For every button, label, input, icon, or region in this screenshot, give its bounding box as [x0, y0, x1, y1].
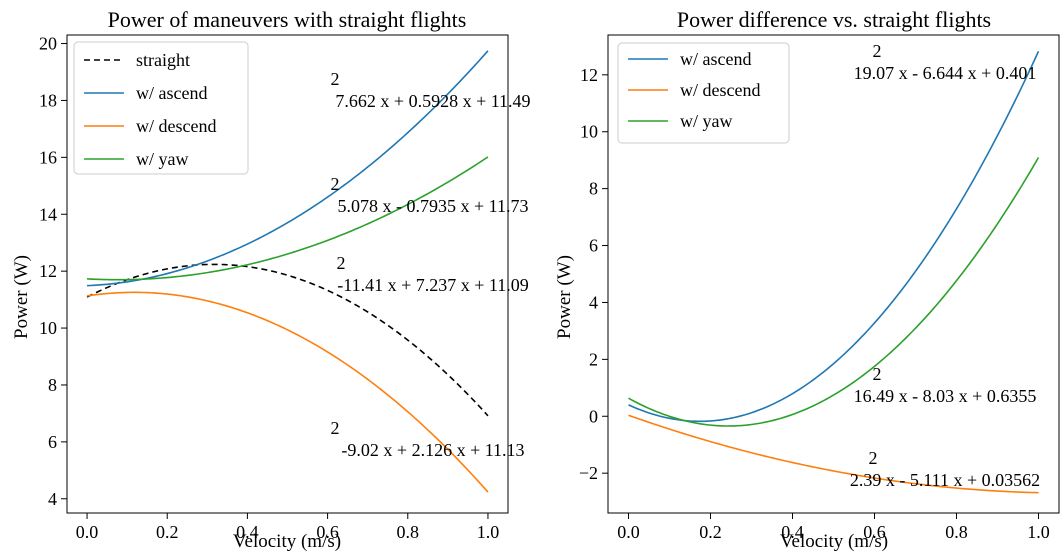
y-tick-label: 20: [39, 34, 57, 54]
annotation-exponent: 2: [869, 448, 878, 468]
x-tick-label: 0.4: [781, 522, 804, 542]
y-tick-label: −2: [579, 463, 598, 483]
x-tick-label: 0.8: [397, 522, 420, 542]
legend-frame: [617, 42, 790, 144]
y-tick-label: 18: [39, 90, 57, 110]
x-tick-label: 1.0: [1027, 522, 1050, 542]
annotation-exponent: 2: [873, 364, 882, 384]
series-line-w-descend: [628, 414, 1039, 494]
legend-label: w/ yaw: [136, 149, 189, 169]
annotation-exponent: 2: [337, 253, 346, 273]
y-tick-label: 4: [48, 489, 57, 509]
chart-title: Power of maneuvers with straight flights: [108, 7, 467, 32]
plot-area: [628, 50, 1040, 494]
y-tick-label: 12: [580, 65, 598, 85]
legend-label: w/ ascend: [680, 49, 751, 69]
legend-label: w/ descend: [136, 116, 216, 136]
plot-frame: [607, 34, 1060, 514]
y-tick-label: 2: [589, 349, 598, 369]
plot-frame: [66, 34, 509, 514]
x-tick-label: 0.0: [76, 522, 99, 542]
y-tick-label: 12: [39, 261, 57, 281]
series-line-w-ascend: [628, 50, 1040, 423]
annotation-exponent: 2: [331, 69, 340, 89]
legend-label: straight: [136, 50, 190, 70]
chart-right: Power difference vs. straight flights Ve…: [554, 7, 1060, 551]
y-tick-label: 10: [39, 318, 57, 338]
legend-frame: [73, 41, 249, 175]
annotation-equation: 19.07 x - 6.644 x + 0.401: [854, 63, 1037, 83]
annotation-exponent: 2: [331, 418, 340, 438]
series-line-w-yaw: [628, 157, 1040, 427]
x-tick-label: 0.8: [945, 522, 968, 542]
x-tick-label: 0.4: [236, 522, 259, 542]
x-tick-label: 0.2: [699, 522, 722, 542]
x-tick-label: 0.0: [617, 522, 640, 542]
y-tick-label: 10: [580, 122, 598, 142]
series-line-w-ascend: [87, 50, 489, 287]
annotation-equation: 2.39 x - 5.111 x + 0.03562: [850, 470, 1040, 490]
y-tick-label: 14: [39, 204, 57, 224]
annotation-exponent: 2: [331, 174, 340, 194]
y-tick-label: 8: [48, 375, 57, 395]
legend: straight w/ ascend w/ descend w/ yaw: [73, 41, 249, 175]
legend-label: w/ yaw: [680, 111, 733, 131]
x-tick-label: 0.6: [863, 522, 886, 542]
chart-title: Power difference vs. straight flights: [677, 7, 991, 32]
y-tick-label: 8: [589, 179, 598, 199]
annotation-equation: 5.078 x - 0.7935 x + 11.73: [338, 196, 529, 216]
plot-area: [86, 50, 489, 493]
y-axis-label: Power (W): [11, 255, 32, 339]
legend-label: w/ descend: [680, 80, 760, 100]
annotation-equation: -11.41 x + 7.237 x + 11.09: [337, 275, 528, 295]
series-line-w-descend: [86, 291, 489, 493]
x-axis-label: Velocity (m/s): [780, 531, 888, 551]
x-axis-label: Velocity (m/s): [233, 531, 341, 551]
annotation-equation: -9.02 x + 2.126 x + 11.13: [341, 440, 524, 460]
chart-left: Power of maneuvers with straight flights…: [11, 7, 531, 551]
x-tick-label: 0.2: [156, 522, 179, 542]
legend-label: w/ ascend: [136, 83, 207, 103]
annotation-exponent: 2: [873, 41, 882, 61]
y-axis-label: Power (W): [554, 255, 575, 339]
y-tick-label: 16: [39, 147, 57, 167]
legend: w/ ascend w/ descend w/ yaw: [617, 42, 790, 144]
series-line-straight: [86, 263, 489, 417]
y-tick-label: 4: [589, 292, 598, 312]
series-line-w-yaw: [87, 156, 489, 281]
annotation-equation: 7.662 x + 0.5928 x + 11.49: [335, 91, 530, 111]
y-tick-label: 0: [589, 406, 598, 426]
x-tick-label: 1.0: [477, 522, 500, 542]
y-tick-label: 6: [48, 432, 57, 452]
y-tick-label: 6: [589, 236, 598, 256]
annotation-equation: 16.49 x - 8.03 x + 0.6355: [854, 386, 1037, 406]
x-tick-label: 0.6: [316, 522, 339, 542]
